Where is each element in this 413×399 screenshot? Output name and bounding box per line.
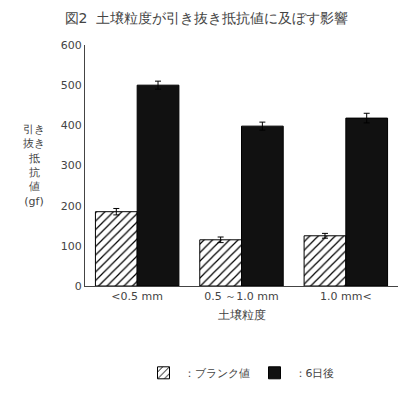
svg-text:土壌粒度: 土壌粒度 [218,308,266,322]
svg-text:0.5 ～1.0 mm: 0.5 ～1.0 mm [204,290,278,303]
svg-text:1.0 mm<: 1.0 mm< [320,290,372,303]
svg-text:600: 600 [61,39,82,52]
svg-text:：ブランク値: ：ブランク値 [184,367,250,380]
svg-text:100: 100 [61,240,82,253]
svg-text:400: 400 [61,119,82,132]
svg-text:引き抜き抵抗値(gf): 引き抜き抵抗値(gf) [23,123,45,208]
svg-text:500: 500 [61,79,82,92]
svg-text:図2 土壌粒度が引き抜き抵抗値に及ぼす影響: 図2 土壌粒度が引き抜き抵抗値に及ぼす影響 [65,10,349,26]
svg-text:<0.5 mm: <0.5 mm [111,290,163,303]
svg-text:：6日後: ：6日後 [295,367,335,380]
svg-text:0: 0 [75,280,82,293]
svg-text:200: 200 [61,200,82,213]
svg-text:300: 300 [61,159,82,172]
